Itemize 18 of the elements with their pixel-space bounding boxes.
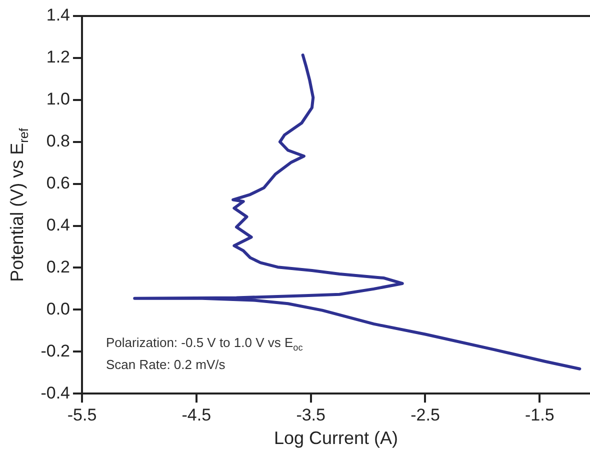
y-tick-label: -0.2 [40, 341, 70, 360]
x-axis-title: Log Current (A) [274, 428, 398, 449]
y-tick-label: 0.6 [46, 174, 70, 193]
y-tick-label: 1.0 [46, 90, 70, 109]
x-tick-label: -3.5 [296, 405, 326, 424]
y-tick-label: 0.0 [46, 299, 70, 318]
y-tick-label: 1.2 [46, 48, 70, 67]
y-tick-label: -0.4 [40, 383, 70, 402]
y-tick-label: 0.8 [46, 132, 70, 151]
x-tick-label: -4.5 [182, 405, 212, 424]
y-tick-label: 0.4 [46, 215, 70, 234]
y-tick-label: 1.4 [46, 6, 70, 25]
y-tick-label: 0.2 [46, 257, 70, 276]
x-tick-label: -2.5 [410, 405, 440, 424]
annotation: Scan Rate: 0.2 mV/s [106, 357, 226, 372]
annotation: Polarization: -0.5 V to 1.0 V vs E$_{oc}$ [106, 334, 303, 352]
x-tick-label: -1.5 [525, 405, 554, 424]
x-tick-label: -5.5 [67, 405, 97, 424]
